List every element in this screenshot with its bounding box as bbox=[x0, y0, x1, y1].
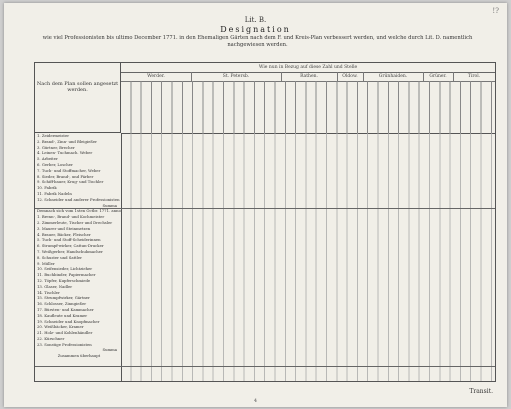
table-row: 11. Buchbinder, Papiermacher bbox=[37, 272, 96, 278]
table-row: 17. Bürsten- und Kammacher bbox=[37, 306, 94, 312]
table-row: 10. Seifensieder, Lichtzieher bbox=[37, 266, 93, 272]
table-row: 8. Schuster und Sattler bbox=[37, 254, 82, 260]
table-row: 1. Zeidermeister bbox=[37, 133, 70, 138]
table-row: 1. Brenn-, Brand- und Kochmeister bbox=[37, 214, 105, 220]
table-row: 23. Sonstige Professionisten bbox=[37, 341, 92, 347]
table-row: 21. Holz- und Kohlenhändler bbox=[37, 330, 93, 336]
grand-total-label: Zusammen überhaupt bbox=[57, 353, 101, 359]
table-row: 8. Sieder, Brand-, und Färber bbox=[37, 173, 94, 179]
document-page: !? Lit. B. Designation wie viel Professi… bbox=[4, 3, 507, 407]
table-row: 12. Töpfer, Kupferschmiede bbox=[37, 277, 91, 283]
table-header-line: Wie nun in Bezug auf diese Zahl und Stel… bbox=[121, 63, 495, 73]
totals-row-label: Summa bbox=[102, 347, 117, 353]
table-row: 3. Maurer und Steinmetzen bbox=[37, 225, 91, 231]
table-row: 11. Fabrik Nadeln bbox=[37, 190, 72, 196]
statistics-table: Nach dem Plan sollen angesetzt werden. W… bbox=[34, 62, 496, 382]
document-title: Designation bbox=[220, 25, 291, 34]
table-row: 4. Brauer, Bäcker, Fleischer bbox=[37, 231, 91, 237]
table-row: 6. Gerber, Loscher bbox=[37, 161, 73, 167]
table-row: 2. Brand-, Zinn- und Bleigießer bbox=[37, 138, 97, 144]
table-row: 20. Weißbäcker, Kramer bbox=[37, 324, 84, 330]
table-row: 18. Kaufleute und Kramer bbox=[37, 312, 88, 318]
first-column-header: Nach dem Plan sollen angesetzt werden. bbox=[35, 63, 121, 133]
table-row: 12. Schneider und anderer Professioniste… bbox=[37, 196, 120, 202]
sum-row-label: Summa bbox=[102, 202, 117, 208]
table-row: 19. Schneider und Knopfmacher bbox=[37, 318, 100, 324]
page-number: 4 bbox=[253, 398, 258, 404]
divider bbox=[35, 366, 495, 367]
table-row: 7. Weißgerber, Handschuhmacher bbox=[37, 248, 103, 254]
table-row: 2. Zimmerleute, Tischer und Drechsler bbox=[37, 219, 113, 225]
table-row: 14. Tischler bbox=[37, 289, 60, 295]
table-row: 16. Schlosser, Zinngießer bbox=[37, 301, 87, 307]
table-row: 5. Tuch- und Stoff-Scheiderinnen bbox=[37, 237, 101, 243]
document-description: wie viel Professionisten bis ultimo Dece… bbox=[42, 35, 473, 48]
footer-transit: Transit. bbox=[469, 388, 493, 395]
table-row: 9. Müller bbox=[37, 260, 55, 266]
table-row: 5. Arbeiter bbox=[37, 156, 58, 162]
table-row: 22. Kürschner bbox=[37, 335, 65, 341]
divider bbox=[35, 208, 495, 209]
lit-label: Lit. B. bbox=[244, 16, 267, 24]
table-row: 6. Strumpf-wirker, Cattun-Drucker bbox=[37, 243, 104, 249]
table-row: 7. Tuch- und Stoffmacher, Weber bbox=[37, 167, 101, 173]
table-row: 4. Leinen- Tuchmach. Weber bbox=[37, 150, 93, 156]
table-row: 9. Schiff-bauer, Krug- und Tischler bbox=[37, 179, 104, 185]
corner-mark: !? bbox=[492, 7, 499, 15]
row-grid bbox=[121, 133, 495, 381]
mid-caption: Demnach sich vom 1sten Octbr. 1771. anno… bbox=[37, 208, 121, 214]
table-row: 10. Fabrik bbox=[37, 185, 57, 191]
column-names-band bbox=[121, 81, 495, 134]
table-row: 13. Glaser, Nadler bbox=[37, 283, 73, 289]
table-row: 3. Gürtner, Brecher bbox=[37, 144, 75, 150]
row-labels: 1. Zeidermeister 2. Brand-, Zinn- und Bl… bbox=[35, 133, 122, 381]
table-row: 15. Strumpfwirker, Gärtner bbox=[37, 295, 90, 301]
